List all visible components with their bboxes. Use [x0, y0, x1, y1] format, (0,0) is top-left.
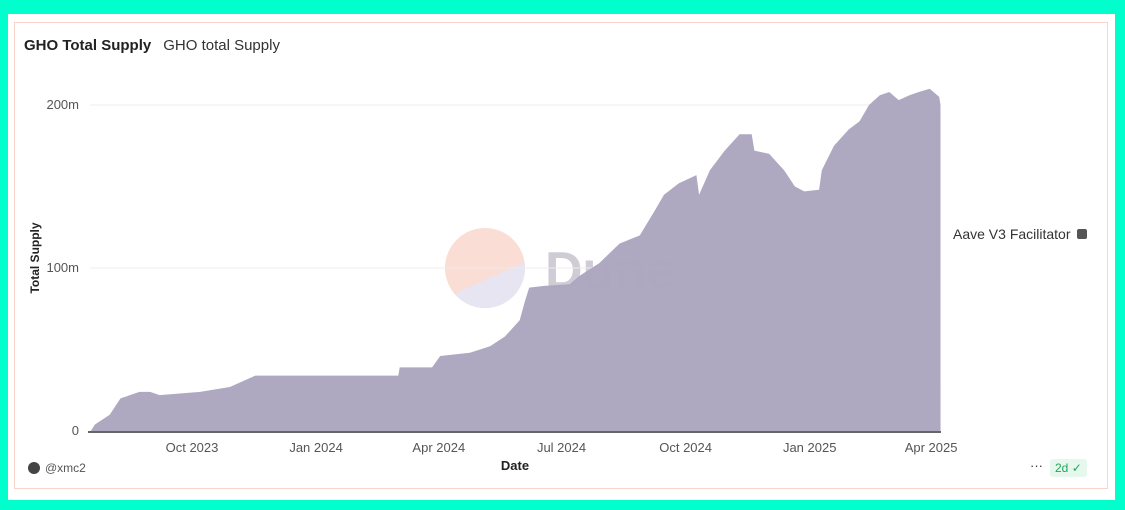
x-tick-label: Apr 2025: [905, 440, 958, 455]
avatar: [28, 462, 40, 474]
x-tick-label: Oct 2024: [659, 440, 712, 455]
chart-subtitle: GHO total Supply: [163, 37, 280, 54]
more-options-button[interactable]: ···: [1030, 458, 1043, 473]
y-tick-label: 0: [72, 423, 79, 438]
chart-header: GHO Total Supply GHO total Supply: [24, 37, 280, 54]
y-axis-label: Total Supply: [28, 222, 42, 293]
y-tick-label: 100m: [46, 260, 79, 275]
x-tick-label: Jul 2024: [537, 440, 586, 455]
x-tick-label: Oct 2023: [166, 440, 219, 455]
legend-item[interactable]: Aave V3 Facilitator: [953, 226, 1087, 242]
author[interactable]: @xmc2: [28, 461, 86, 475]
x-tick-label: Jan 2024: [289, 440, 343, 455]
author-name: @xmc2: [45, 461, 86, 475]
freshness-badge[interactable]: 2d ✓: [1050, 459, 1087, 477]
legend-swatch: [1076, 229, 1087, 239]
legend-label: Aave V3 Facilitator: [953, 226, 1071, 242]
series-area-aave-v3-facilitator: [90, 88, 941, 431]
y-tick-label: 200m: [46, 97, 79, 112]
chart-title: GHO Total Supply: [24, 37, 152, 54]
check-circle-icon: ✓: [1071, 461, 1082, 475]
x-axis-label: Date: [501, 458, 529, 473]
x-tick-label: Jan 2025: [783, 440, 837, 455]
freshness-text: 2d: [1055, 461, 1069, 475]
x-tick-label: Apr 2024: [412, 440, 465, 455]
